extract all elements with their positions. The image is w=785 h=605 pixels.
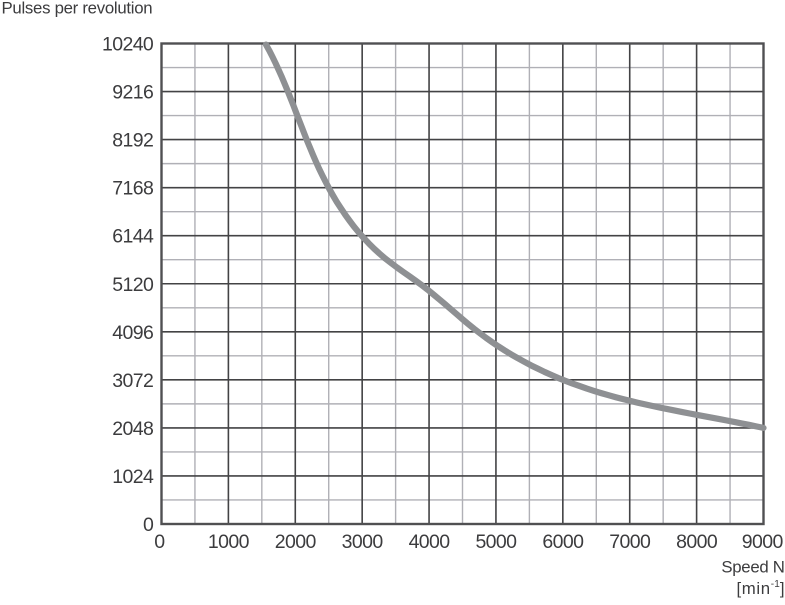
svg-text:7168: 7168: [112, 178, 153, 200]
svg-text:2048: 2048: [112, 418, 153, 440]
svg-text:1000: 1000: [208, 531, 250, 553]
svg-text:7000: 7000: [609, 531, 651, 553]
svg-text:1024: 1024: [112, 466, 154, 488]
svg-text:2000: 2000: [275, 531, 317, 553]
svg-text:9000: 9000: [742, 531, 784, 553]
svg-text:6000: 6000: [542, 531, 584, 553]
svg-text:4000: 4000: [409, 531, 451, 553]
svg-text:3000: 3000: [342, 531, 384, 553]
svg-text:3072: 3072: [112, 370, 153, 392]
svg-text:6144: 6144: [112, 226, 154, 248]
svg-text:0: 0: [143, 514, 154, 536]
svg-text:5000: 5000: [475, 531, 517, 553]
svg-text:10240: 10240: [102, 34, 154, 56]
svg-text:8000: 8000: [676, 531, 718, 553]
svg-text:4096: 4096: [112, 322, 153, 344]
svg-text:0: 0: [154, 531, 165, 553]
svg-text:Speed N: Speed N: [721, 557, 784, 576]
svg-text:5120: 5120: [112, 274, 154, 296]
svg-text:9216: 9216: [112, 82, 153, 104]
svg-text:Pulses per revolution: Pulses per revolution: [2, 0, 153, 18]
svg-text:8192: 8192: [112, 130, 153, 152]
